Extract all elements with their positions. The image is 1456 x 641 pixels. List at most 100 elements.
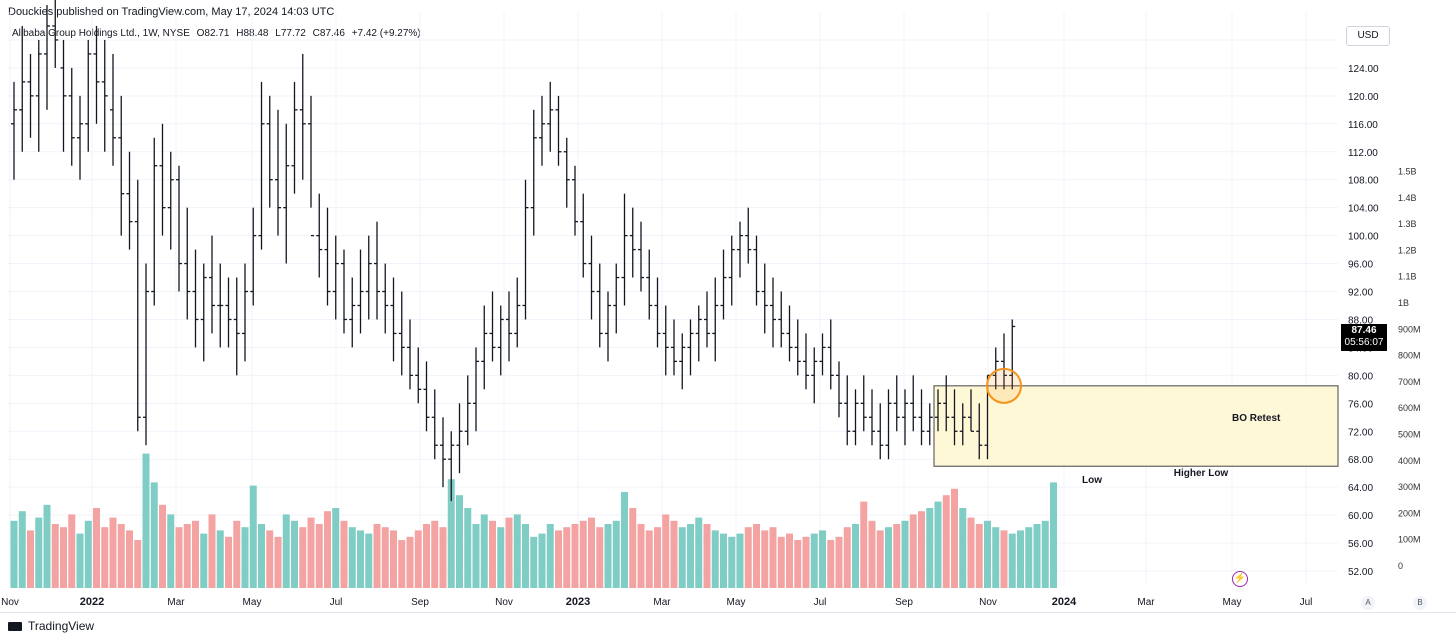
- volume-bar: [266, 530, 274, 588]
- flash-icon[interactable]: ⚡: [1232, 571, 1248, 587]
- volume-bar: [208, 514, 216, 588]
- volume-bar: [142, 453, 150, 588]
- volume-bar: [1017, 530, 1024, 588]
- volume-bar: [563, 527, 571, 588]
- volume-bar: [588, 517, 595, 588]
- volume-bar: [555, 530, 562, 588]
- price-tick-label: 92.00: [1348, 288, 1373, 299]
- auto-scale-button[interactable]: A: [1361, 596, 1375, 610]
- volume-bar: [258, 524, 265, 588]
- volume-bar: [984, 520, 991, 588]
- volume-bar: [1050, 482, 1057, 588]
- volume-bar: [117, 524, 125, 588]
- volume-bar: [332, 508, 340, 588]
- volume-bar: [439, 527, 447, 588]
- volume-bar: [447, 479, 455, 588]
- volume-bar: [472, 524, 480, 588]
- volume-bar: [530, 536, 538, 588]
- price-tick-label: 72.00: [1348, 427, 1373, 438]
- currency-button[interactable]: USD: [1346, 26, 1390, 46]
- log-scale-button[interactable]: B: [1413, 596, 1427, 610]
- volume-bar: [68, 514, 76, 588]
- volume-bar: [291, 520, 298, 588]
- brand-name: TradingView: [28, 619, 95, 633]
- volume-bar: [27, 530, 34, 588]
- published-info: Douckies published on TradingView.com, M…: [8, 6, 335, 18]
- volume-bar: [398, 540, 406, 588]
- price-tick-label: 124.00: [1348, 64, 1379, 75]
- last-price-tag: 87.46 05:56:07: [1341, 324, 1387, 351]
- volume-bar: [546, 524, 554, 588]
- volume-bar: [357, 530, 364, 588]
- volume-bar: [406, 536, 414, 588]
- volume-bar: [901, 520, 909, 588]
- x-tick-label: Jul: [814, 597, 827, 608]
- volume-bar: [43, 504, 51, 588]
- volume-bar: [390, 530, 397, 588]
- volume-bar: [777, 536, 785, 588]
- volume-bar: [571, 524, 579, 588]
- consolidation-zone: [933, 385, 1339, 467]
- close-value: C87.46: [312, 28, 345, 39]
- volume-bar: [497, 527, 505, 588]
- price-tick-label: 100.00: [1348, 232, 1379, 243]
- volume-bar: [975, 524, 983, 588]
- volume-bar: [538, 533, 546, 588]
- x-tick-label: Mar: [1137, 597, 1155, 608]
- volume-bar: [1000, 530, 1008, 588]
- x-tick-label: 2022: [80, 596, 104, 608]
- volume-tick-label: 100M: [1398, 535, 1421, 545]
- volume-bar: [934, 501, 942, 588]
- volume-tick-label: 800M: [1398, 351, 1421, 361]
- volume-bar: [1025, 527, 1033, 588]
- volume-tick-label: 200M: [1398, 508, 1421, 518]
- tradingview-mark-icon: [8, 621, 22, 631]
- volume-tick-label: 500M: [1398, 430, 1421, 440]
- volume-bar: [1008, 533, 1016, 588]
- volume-bar: [810, 533, 818, 588]
- volume-bar: [84, 520, 92, 588]
- breakout-retest-circle: [986, 367, 1022, 404]
- x-tick-label: May: [727, 597, 746, 608]
- volume-bar: [423, 524, 430, 588]
- low-label: Low: [1082, 475, 1102, 486]
- volume-bar: [340, 520, 348, 588]
- volume-bar: [307, 517, 315, 588]
- volume-bar: [175, 527, 183, 588]
- volume-bar: [216, 530, 224, 588]
- x-tick-label: Nov: [1, 597, 19, 608]
- volume-bar: [604, 524, 612, 588]
- volume-bar: [505, 517, 513, 588]
- volume-bar: [827, 540, 835, 588]
- volume-tick-label: 0: [1398, 561, 1403, 571]
- volume-bar: [621, 492, 628, 588]
- price-tick-label: 80.00: [1348, 371, 1373, 382]
- volume-bar: [711, 530, 719, 588]
- volume-bar: [794, 540, 802, 588]
- volume-bar: [1033, 524, 1041, 588]
- volume-bar: [893, 524, 901, 588]
- volume-bar: [992, 527, 1000, 588]
- volume-bar: [348, 527, 356, 588]
- price-tick-label: 120.00: [1348, 92, 1379, 103]
- price-tick-label: 60.00: [1348, 511, 1373, 522]
- x-tick-label: Nov: [495, 597, 513, 608]
- volume-bar: [918, 511, 925, 588]
- x-tick-label: Sep: [411, 597, 429, 608]
- volume-tick-label: 300M: [1398, 482, 1421, 492]
- volume-tick-label: 900M: [1398, 324, 1421, 334]
- volume-bar: [876, 530, 884, 588]
- volume-bar: [315, 524, 323, 588]
- x-tick-label: May: [243, 597, 262, 608]
- volume-bar: [835, 536, 843, 588]
- volume-bar: [414, 530, 422, 588]
- volume-tick-label: 400M: [1398, 456, 1421, 466]
- volume-bar: [109, 517, 117, 588]
- volume-bar: [860, 501, 868, 588]
- volume-tick-label: 700M: [1398, 377, 1421, 387]
- volume-bar: [159, 504, 166, 588]
- volume-bar: [819, 530, 826, 588]
- volume-bar: [365, 533, 373, 588]
